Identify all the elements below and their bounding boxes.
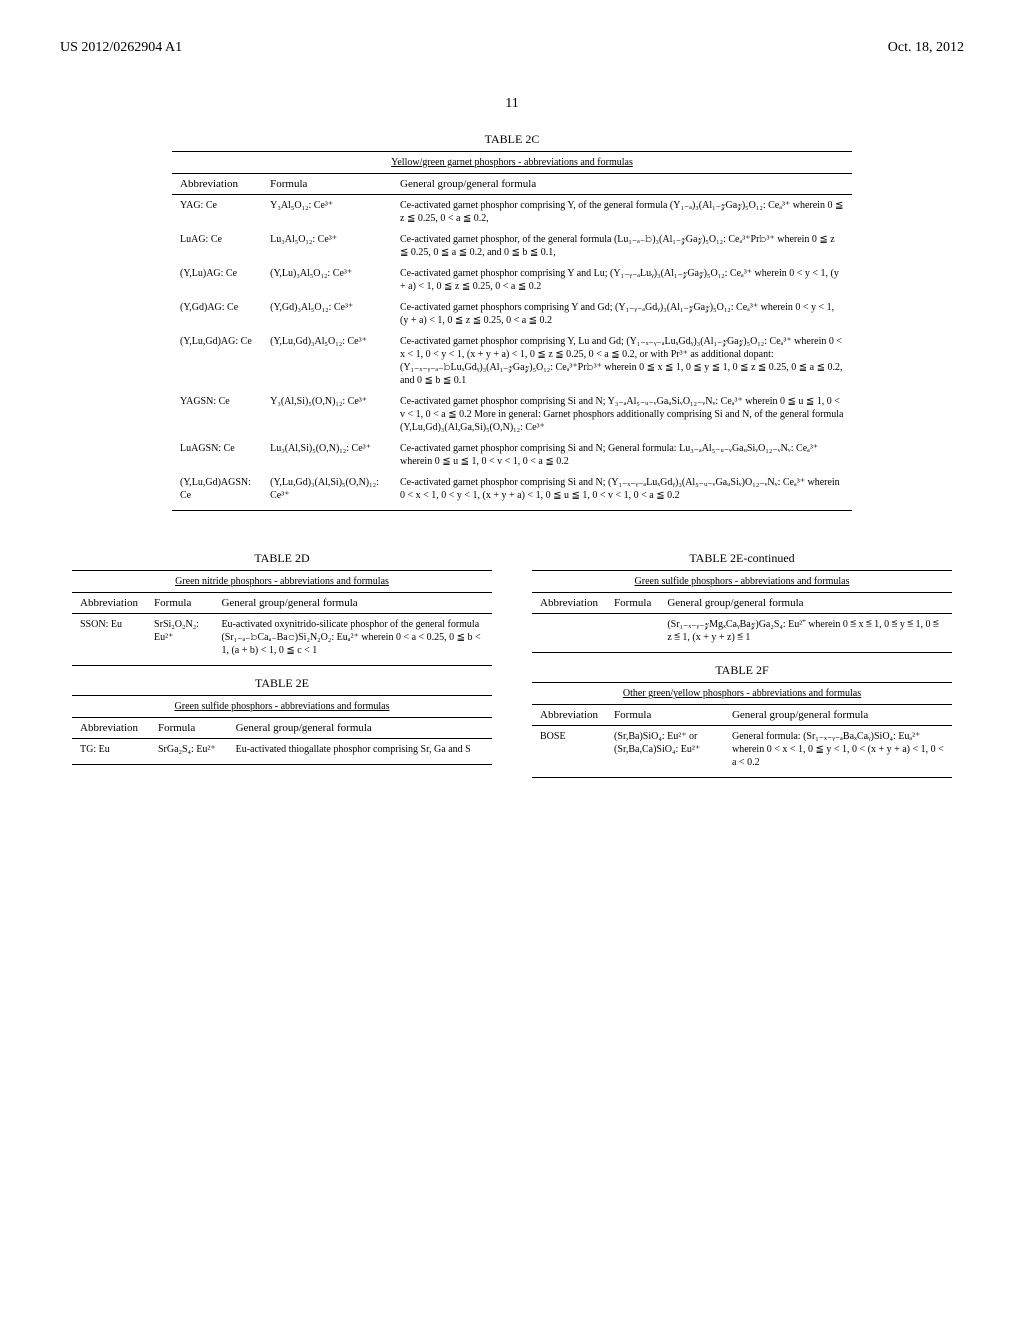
table-2d-col-formula: Formula [146, 593, 213, 614]
table-2c-col-desc: General group/general formula [392, 174, 852, 195]
table-2e-subtitle: Green sulfide phosphors - abbreviations … [72, 696, 492, 718]
cell-desc: Eu-activated oxynitrido-silicate phospho… [213, 614, 492, 666]
table-2d-title: TABLE 2D [72, 551, 492, 566]
page-header: US 2012/0262904 A1 Oct. 18, 2012 [60, 40, 964, 56]
table-2e-cont-title: TABLE 2E-continued [532, 551, 952, 566]
table-2e: Green sulfide phosphors - abbreviations … [72, 695, 492, 765]
pub-number: US 2012/0262904 A1 [60, 40, 182, 56]
table-2f-col-desc: General group/general formula [724, 705, 952, 726]
cell-abbr: TG: Eu [72, 739, 150, 765]
cell-desc: Ce-activated garnet phosphor comprising … [392, 391, 852, 438]
cell-formula: (Y,Gd)₃Al₅O₁₂: Ce³⁺ [262, 297, 392, 331]
table-row: LuAGSN: CeLu₃(Al,Si)₅(O,N)₁₂: Ce³⁺Ce-act… [172, 438, 852, 472]
cell-formula: Lu₃(Al,Si)₅(O,N)₁₂: Ce³⁺ [262, 438, 392, 472]
cell-desc: Ce-activated garnet phosphors comprising… [392, 297, 852, 331]
table-2f-subtitle: Other green/yellow phosphors - abbreviat… [532, 683, 952, 705]
table-2c-col-formula: Formula [262, 174, 392, 195]
table-2d-subtitle: Green nitride phosphors - abbreviations … [72, 571, 492, 593]
cell-formula: Y₃(Al,Si)₅(O,N)₁₂: Ce³⁺ [262, 391, 392, 438]
cell-formula: SrGa₂S₄: Eu²⁺ [150, 739, 228, 765]
table-2f-title: TABLE 2F [532, 663, 952, 678]
cell-formula: SrSi₂O₂N₂: Eu²⁺ [146, 614, 213, 666]
cell-desc: Ce-activated garnet phosphor comprising … [392, 331, 852, 391]
cell-abbr: (Y,Lu,Gd)AGSN: Ce [172, 472, 262, 511]
table-row: YAGSN: CeY₃(Al,Si)₅(O,N)₁₂: Ce³⁺Ce-activ… [172, 391, 852, 438]
table-row: (Y,Lu,Gd)AGSN: Ce(Y,Lu,Gd)₃(Al,Si)₅(O,N)… [172, 472, 852, 511]
table-row: SSON: EuSrSi₂O₂N₂: Eu²⁺Eu-activated oxyn… [72, 614, 492, 666]
table-2c-subtitle: Yellow/green garnet phosphors - abbrevia… [172, 152, 852, 174]
pub-date: Oct. 18, 2012 [888, 40, 964, 56]
table-row: BOSE(Sr,Ba)SiO₄: Eu²⁺ or (Sr,Ba,Ca)SiO₄:… [532, 726, 952, 778]
table-2f-col-formula: Formula [606, 705, 724, 726]
cell-formula: Lu₃Al₅O₁₂: Ce³⁺ [262, 229, 392, 263]
cell-desc: Ce-activated garnet phosphor comprising … [392, 195, 852, 230]
cell-abbr: YAGSN: Ce [172, 391, 262, 438]
table-2c-title: TABLE 2C [60, 132, 964, 147]
cell-desc: Eu-activated thiogallate phosphor compri… [228, 739, 492, 765]
table-row: TG: EuSrGa₂S₄: Eu²⁺Eu-activated thiogall… [72, 739, 492, 765]
table-row: (Y,Gd)AG: Ce(Y,Gd)₃Al₅O₁₂: Ce³⁺Ce-activa… [172, 297, 852, 331]
table-2e-cont-subtitle: Green sulfide phosphors - abbreviations … [532, 571, 952, 593]
cell-formula: Y₃Al₅O₁₂: Ce³⁺ [262, 195, 392, 230]
table-2e-col-formula: Formula [150, 718, 228, 739]
cell-abbr: SSON: Eu [72, 614, 146, 666]
cell-desc: Ce-activated garnet phosphor comprising … [392, 472, 852, 511]
table-2d-col-abbr: Abbreviation [72, 593, 146, 614]
cell-formula [606, 614, 659, 653]
cell-formula: (Y,Lu)₃Al₅O₁₂: Ce³⁺ [262, 263, 392, 297]
cell-abbr: LuAG: Ce [172, 229, 262, 263]
cell-abbr: YAG: Ce [172, 195, 262, 230]
cell-formula: (Sr,Ba)SiO₄: Eu²⁺ or (Sr,Ba,Ca)SiO₄: Eu²… [606, 726, 724, 778]
cell-abbr: LuAGSN: Ce [172, 438, 262, 472]
table-2f-col-abbr: Abbreviation [532, 705, 606, 726]
table-2e-cont-col-formula: Formula [606, 593, 659, 614]
cell-desc: Ce-activated garnet phosphor comprising … [392, 438, 852, 472]
table-2e-cont-col-desc: General group/general formula [659, 593, 952, 614]
cell-desc: Ce-activated garnet phosphor, of the gen… [392, 229, 852, 263]
cell-abbr: BOSE [532, 726, 606, 778]
table-2f: Other green/yellow phosphors - abbreviat… [532, 682, 952, 778]
table-2e-col-desc: General group/general formula [228, 718, 492, 739]
table-2e-cont: Green sulfide phosphors - abbreviations … [532, 570, 952, 653]
table-row: (Y,Lu,Gd)AG: Ce(Y,Lu,Gd)₃Al₅O₁₂: Ce³⁺Ce-… [172, 331, 852, 391]
cell-desc: (Sr₁₋ₓ₋ᵧ₋𝓏MgₓCaᵧBa𝓏)Ga₂S₄: Eu²⁺ wherein … [659, 614, 952, 653]
table-2e-title: TABLE 2E [72, 676, 492, 691]
cell-desc: Ce-activated garnet phosphor comprising … [392, 263, 852, 297]
table-2d: Green nitride phosphors - abbreviations … [72, 570, 492, 666]
cell-formula: (Y,Lu,Gd)₃(Al,Si)₅(O,N)₁₂: Ce³⁺ [262, 472, 392, 511]
cell-abbr: (Y,Lu,Gd)AG: Ce [172, 331, 262, 391]
table-2e-col-abbr: Abbreviation [72, 718, 150, 739]
table-2c: Yellow/green garnet phosphors - abbrevia… [172, 151, 852, 511]
table-row: LuAG: CeLu₃Al₅O₁₂: Ce³⁺Ce-activated garn… [172, 229, 852, 263]
table-row: (Y,Lu)AG: Ce(Y,Lu)₃Al₅O₁₂: Ce³⁺Ce-activa… [172, 263, 852, 297]
cell-abbr: (Y,Gd)AG: Ce [172, 297, 262, 331]
table-2d-col-desc: General group/general formula [213, 593, 492, 614]
cell-formula: (Y,Lu,Gd)₃Al₅O₁₂: Ce³⁺ [262, 331, 392, 391]
table-2c-col-abbr: Abbreviation [172, 174, 262, 195]
cell-desc: General formula: (Sr₁₋ₓ₋ᵧ₋ₐBaₓCaᵧ)SiO₄: … [724, 726, 952, 778]
table-row: (Sr₁₋ₓ₋ᵧ₋𝓏MgₓCaᵧBa𝓏)Ga₂S₄: Eu²⁺ wherein … [532, 614, 952, 653]
page-number: 11 [60, 96, 964, 112]
table-row: YAG: CeY₃Al₅O₁₂: Ce³⁺Ce-activated garnet… [172, 195, 852, 230]
cell-abbr: (Y,Lu)AG: Ce [172, 263, 262, 297]
table-2e-cont-col-abbr: Abbreviation [532, 593, 606, 614]
cell-abbr [532, 614, 606, 653]
